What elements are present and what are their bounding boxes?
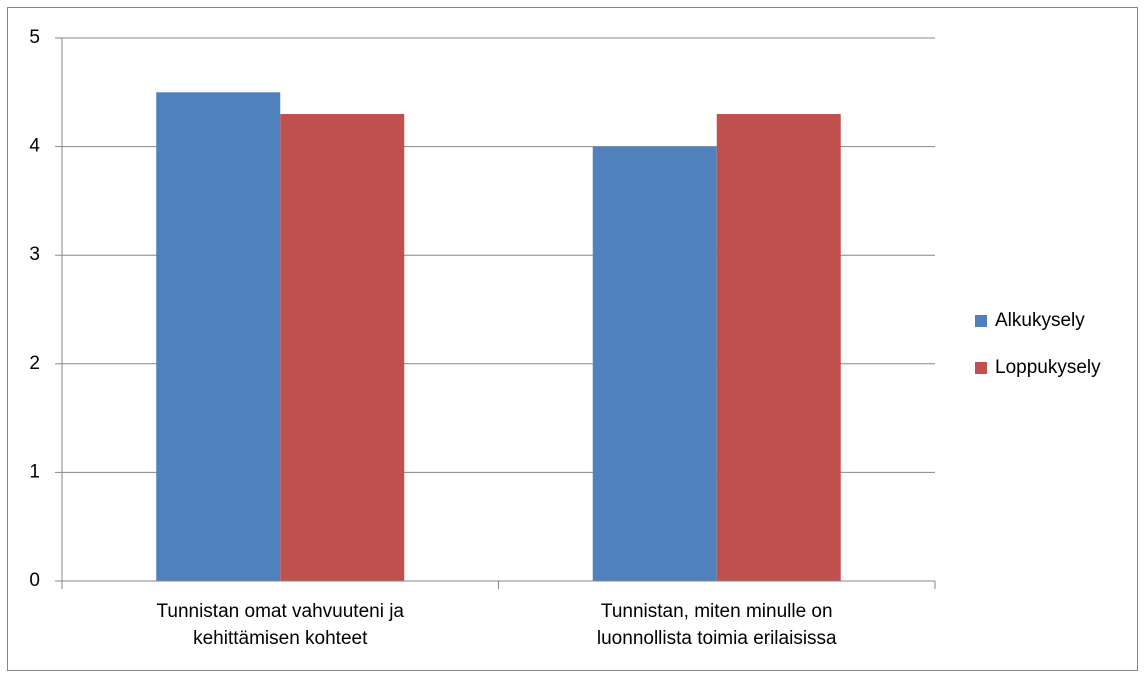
y-tick-label: 2 — [29, 353, 40, 374]
x-tick-label: luonnollista toimia erilaisissa — [597, 628, 837, 649]
x-tick-label: Tunnistan omat vahvuuteni ja — [156, 601, 404, 622]
y-tick-label: 4 — [29, 136, 40, 157]
legend-swatch — [975, 315, 987, 327]
y-tick-label: 1 — [29, 461, 40, 482]
x-tick-label: kehittämisen kohteet — [193, 628, 368, 649]
y-tick-label: 5 — [29, 27, 40, 48]
legend-swatch — [975, 362, 987, 374]
y-tick-label: 3 — [29, 244, 40, 265]
x-tick-label: Tunnistan, miten minulle on — [601, 601, 833, 622]
bar — [280, 114, 405, 582]
y-tick-label: 0 — [29, 570, 40, 591]
bar — [716, 114, 841, 582]
legend-label: Loppukysely — [995, 357, 1101, 378]
legend-label: Alkukysely — [995, 310, 1085, 331]
bar — [156, 92, 281, 582]
bar — [592, 146, 717, 581]
